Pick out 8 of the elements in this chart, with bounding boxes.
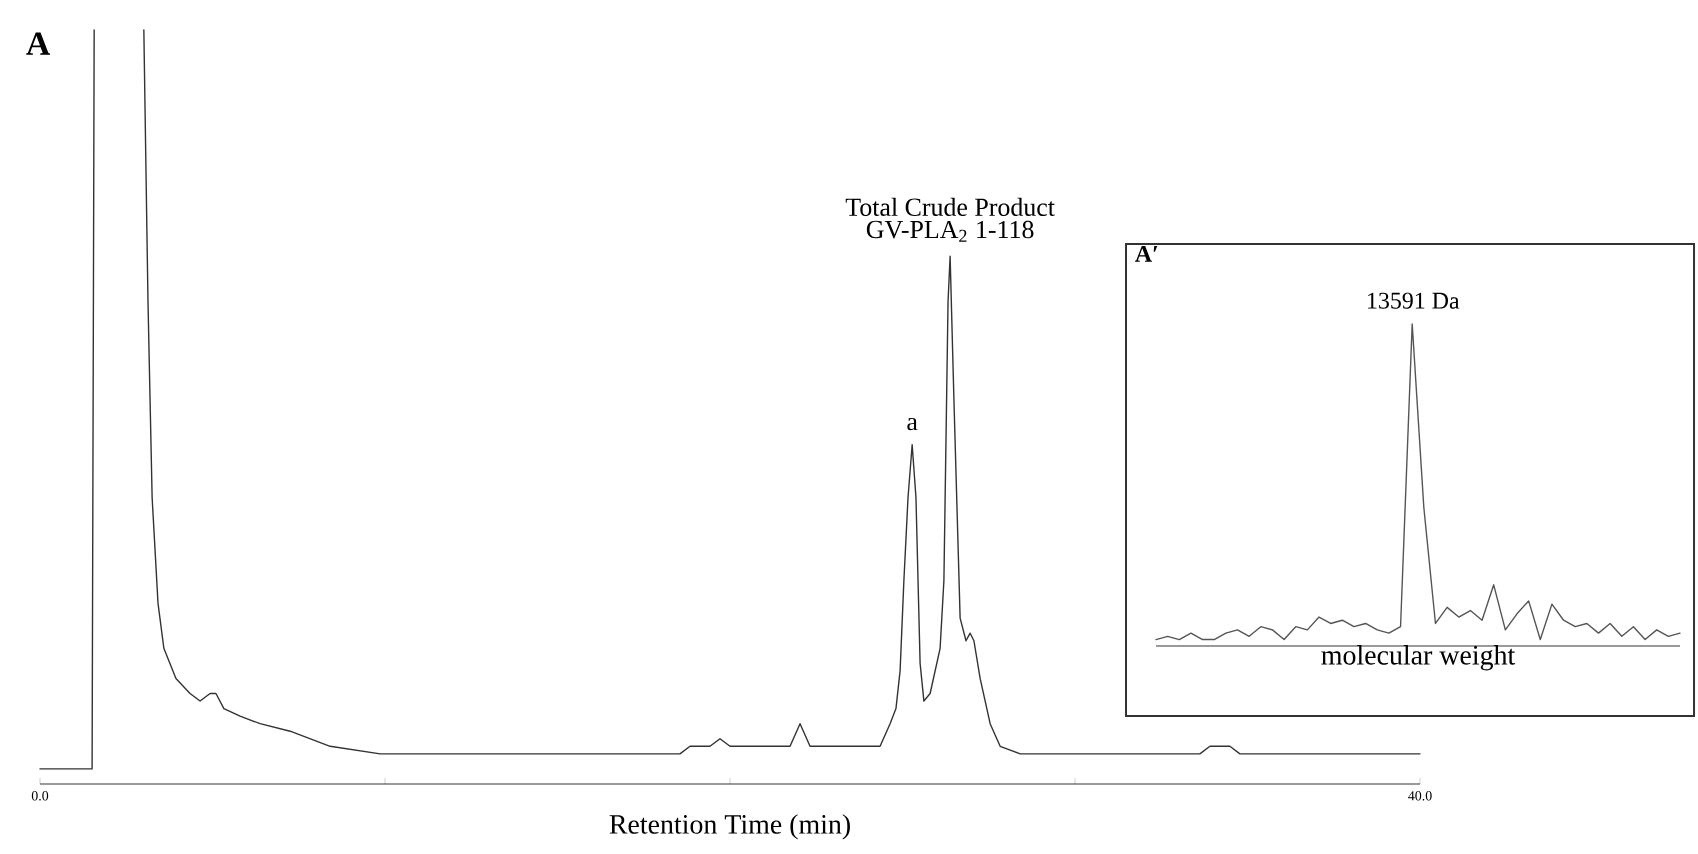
annotation: Total Crude Product xyxy=(845,197,1055,216)
annotation: A xyxy=(26,32,51,55)
x-axis-title: molecular weight xyxy=(1321,645,1516,671)
annotation: GV-PLA$_{2}$ 1-118 xyxy=(866,220,1034,242)
x-axis-title: Retention Time (min) xyxy=(609,814,850,840)
annotation: a xyxy=(907,417,918,431)
annotation: A′ xyxy=(1135,245,1158,262)
annotation: 13591 Da xyxy=(1368,292,1460,309)
